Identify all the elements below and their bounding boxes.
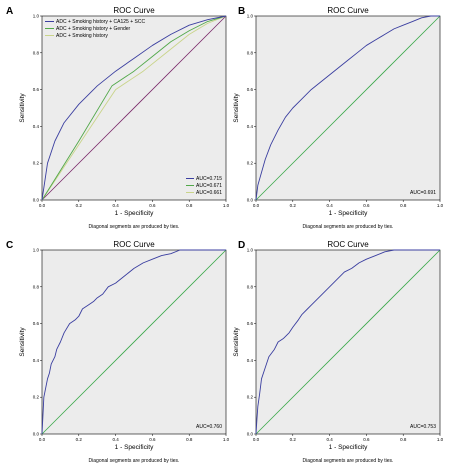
legend-entry: ADC + Smoking history + Gender (56, 26, 131, 32)
auc-label: AUC=0.715 (196, 176, 222, 182)
chart-title: ROC Curve (327, 6, 369, 15)
y-tick-label: 0.8 (247, 284, 254, 289)
ties-note: Diagonal segments are produced by ties. (89, 224, 180, 230)
x-tick-label: 1.0 (223, 203, 230, 208)
roc-panel-c: C ROC Curve 0.0 0.2 0.4 0.6 0.8 1.0 0.0 0.2 0.4 0.6… (6, 240, 230, 464)
y-tick-label: 0.6 (247, 87, 254, 92)
auc-label: AUC=0.671 (196, 183, 222, 189)
roc-panel-b: B ROC Curve 0.0 0.2 0.4 0.6 0.8 1.0 0.0 0.2 0.4 0.6… (233, 6, 444, 230)
x-axis-label: 1 - Specificity (115, 210, 154, 217)
y-tick-label: 0.2 (33, 161, 40, 166)
ties-note: Diagonal segments are produced by ties. (303, 458, 394, 464)
x-tick-label: 0.8 (400, 437, 407, 442)
panel-letter: D (238, 240, 245, 251)
y-tick-label: 1.0 (33, 248, 40, 253)
panel-letter: A (6, 6, 13, 17)
auc-label: AUC=0.753 (410, 424, 436, 430)
y-tick-label: 1.0 (247, 248, 254, 253)
y-tick-label: 0.4 (247, 124, 254, 129)
x-tick-label: 0.2 (290, 203, 297, 208)
y-tick-label: 0.6 (247, 321, 254, 326)
y-tick-label: 0.6 (33, 321, 40, 326)
y-tick-label: 0.6 (33, 87, 40, 92)
roc-series-line (255, 15, 440, 201)
x-tick-label: 0.2 (76, 203, 83, 208)
y-tick-label: 0.4 (33, 124, 40, 129)
y-axis-label: Sensitivity (19, 327, 26, 357)
x-tick-label: 0.2 (76, 437, 83, 442)
y-tick-label: 0.8 (33, 50, 40, 55)
x-tick-label: 1.0 (437, 437, 444, 442)
x-tick-label: 0.6 (363, 437, 370, 442)
roc-series-line (41, 15, 227, 201)
auc-label: AUC=0.661 (196, 190, 222, 196)
reference-line (255, 249, 441, 435)
reference-line (41, 249, 227, 435)
y-axis-label: Sensitivity (233, 327, 240, 357)
y-tick-label: 0.2 (33, 395, 40, 400)
roc-panel-d: D ROC Curve 0.0 0.2 0.4 0.6 0.8 1.0 0.0 0.2 0.4 0.6… (233, 240, 444, 464)
ties-note: Diagonal segments are produced by ties. (303, 224, 394, 230)
y-tick-label: 0.0 (33, 198, 40, 203)
legend-entry: ADC + Smoking history (56, 33, 108, 39)
roc-series-line (41, 15, 227, 201)
x-tick-label: 0.6 (363, 203, 370, 208)
x-tick-label: 0.0 (253, 437, 260, 442)
panel-letter: C (6, 240, 13, 251)
roc-series-line (255, 249, 440, 435)
chart-title: ROC Curve (327, 240, 369, 249)
x-tick-label: 0.4 (326, 437, 333, 442)
y-axis-label: Sensitivity (19, 93, 26, 123)
ties-note: Diagonal segments are produced by ties. (89, 458, 180, 464)
x-axis-label: 1 - Specificity (115, 444, 154, 451)
x-tick-label: 0.2 (290, 437, 297, 442)
x-tick-label: 0.8 (400, 203, 407, 208)
y-tick-label: 1.0 (33, 14, 40, 19)
reference-line (255, 15, 441, 201)
x-tick-label: 0.0 (39, 437, 46, 442)
y-tick-label: 0.2 (247, 395, 254, 400)
auc-label: AUC=0.691 (410, 190, 436, 196)
y-tick-label: 0.0 (33, 432, 40, 437)
roc-series-line (41, 249, 226, 435)
x-axis-label: 1 - Specificity (329, 210, 368, 217)
x-tick-label: 1.0 (437, 203, 444, 208)
y-tick-label: 1.0 (247, 14, 254, 19)
reference-line (41, 15, 227, 201)
chart-title: ROC Curve (113, 240, 155, 249)
legend-entry: ADC + Smoking history + CA125 + SCC (56, 19, 145, 25)
x-tick-label: 0.0 (39, 203, 46, 208)
y-tick-label: 0.4 (33, 358, 40, 363)
auc-label: AUC=0.760 (196, 424, 222, 430)
x-tick-label: 0.6 (149, 203, 156, 208)
x-tick-label: 0.8 (186, 437, 193, 442)
y-tick-label: 0.2 (247, 161, 254, 166)
roc-series-line (41, 15, 227, 201)
y-tick-label: 0.8 (33, 284, 40, 289)
x-tick-label: 0.0 (253, 203, 260, 208)
x-tick-label: 1.0 (223, 437, 230, 442)
y-tick-label: 0.0 (247, 198, 254, 203)
x-tick-label: 0.4 (112, 437, 119, 442)
y-tick-label: 0.4 (247, 358, 254, 363)
chart-title: ROC Curve (113, 6, 155, 15)
x-tick-label: 0.4 (112, 203, 119, 208)
x-axis-label: 1 - Specificity (329, 444, 368, 451)
roc-panel-a: A ROC Curve 0.0 0.2 0.4 0.6 0.8 1.0 0.0 0.2 0.4 0.6… (6, 6, 230, 230)
panel-letter: B (238, 6, 245, 17)
x-tick-label: 0.4 (326, 203, 333, 208)
y-tick-label: 0.0 (247, 432, 254, 437)
y-axis-label: Sensitivity (233, 93, 240, 123)
x-tick-label: 0.8 (186, 203, 193, 208)
x-tick-label: 0.6 (149, 437, 156, 442)
y-tick-label: 0.8 (247, 50, 254, 55)
